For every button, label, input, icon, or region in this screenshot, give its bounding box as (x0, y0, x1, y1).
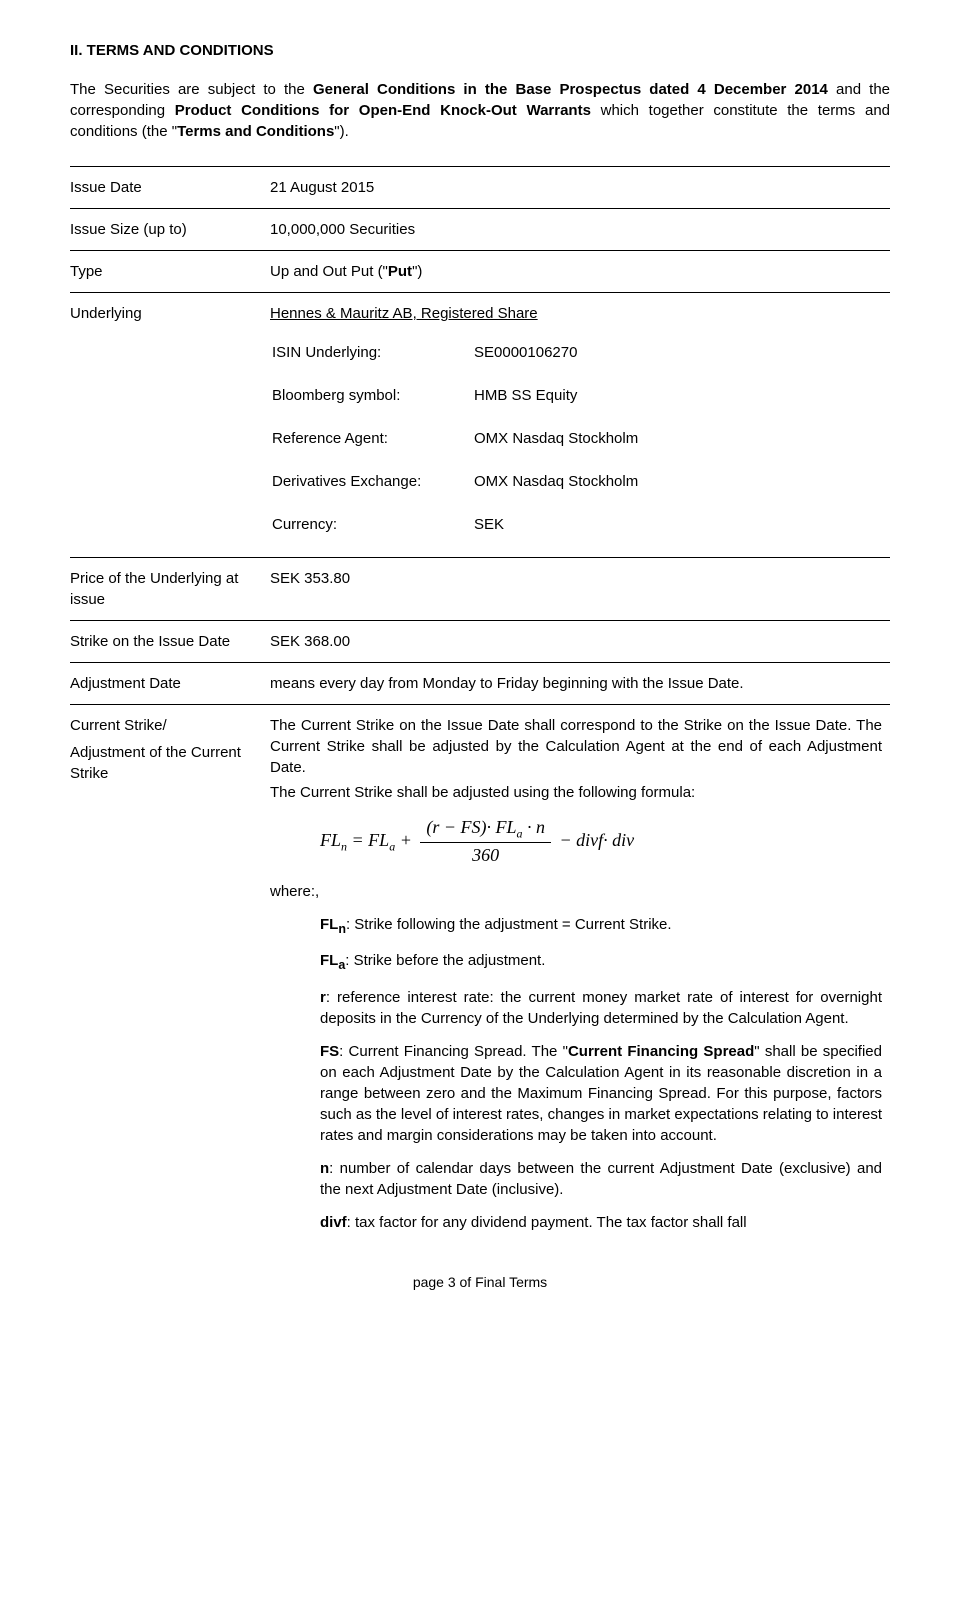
underlying-heading: Hennes & Mauritz AB, Registered Share (270, 303, 882, 324)
def-text: : Current Financing Spread. The " (339, 1043, 568, 1060)
table-row: Type Up and Out Put ("Put") (70, 251, 890, 293)
row-value: 10,000,000 Securities (270, 209, 890, 251)
intro-paragraph: The Securities are subject to the Genera… (70, 79, 890, 142)
sub-key: Currency: (272, 504, 472, 545)
f-rhs1: FL (368, 830, 389, 850)
def-text: : Strike before the adjustment. (345, 952, 545, 969)
def-divf: divf: tax factor for any dividend paymen… (320, 1212, 882, 1233)
row-label: Strike on the Issue Date (70, 621, 270, 663)
row-label: Current Strike/ Adjustment of the Curren… (70, 705, 270, 1243)
row-value: The Current Strike on the Issue Date sha… (270, 705, 890, 1243)
def-text: : number of calendar days between the cu… (320, 1160, 882, 1198)
type-text: Up and Out Put (" (270, 263, 388, 280)
intro-bold-1: General Conditions in the Base Prospectu… (313, 81, 828, 98)
row-label: Issue Date (70, 167, 270, 209)
row-label: Underlying (70, 293, 270, 558)
def-text: : Strike following the adjustment = Curr… (346, 916, 672, 933)
def-n: n: number of calendar days between the c… (320, 1158, 882, 1200)
row-value: 21 August 2015 (270, 167, 890, 209)
formula: FLn = FLa + (r − FS)· FLa · n360 − divf·… (320, 815, 882, 869)
table-row: Current Strike/ Adjustment of the Curren… (70, 705, 890, 1243)
f-frac: (r − FS)· FLa · n360 (420, 815, 551, 869)
row-value: Up and Out Put ("Put") (270, 251, 890, 293)
intro-bold-2: Product Conditions for Open-End Knock-Ou… (175, 102, 591, 119)
underlying-subtable: ISIN Underlying:SE0000106270 Bloomberg s… (270, 330, 648, 547)
def-b: FL (320, 916, 338, 933)
row-label: Type (70, 251, 270, 293)
row-label: Issue Size (up to) (70, 209, 270, 251)
page-footer: page 3 of Final Terms (70, 1273, 890, 1293)
f-tail: divf· div (576, 830, 634, 850)
def-fla: FLa: Strike before the adjustment. (320, 950, 882, 975)
table-row: Price of the Underlying at issue SEK 353… (70, 558, 890, 621)
sub-val: SE0000106270 (474, 332, 646, 373)
strike-para-1: The Current Strike on the Issue Date sha… (270, 715, 882, 778)
strike-para-2: The Current Strike shall be adjusted usi… (270, 782, 882, 803)
f-num-a: (r − FS) (426, 817, 486, 837)
sub-key: Bloomberg symbol: (272, 375, 472, 416)
list-item: Derivatives Exchange:OMX Nasdaq Stockhol… (272, 461, 646, 502)
label-line-2: Adjustment of the Current Strike (70, 742, 250, 784)
list-item: Reference Agent:OMX Nasdaq Stockholm (272, 418, 646, 459)
row-value: SEK 368.00 (270, 621, 890, 663)
def-b: FS (320, 1043, 339, 1060)
list-item: Currency:SEK (272, 504, 646, 545)
f-den: 360 (420, 843, 551, 868)
sub-key: Reference Agent: (272, 418, 472, 459)
row-label: Adjustment Date (70, 663, 270, 705)
definitions: FL n : Strike following the adjustment = C… (320, 914, 882, 1233)
list-item: ISIN Underlying:SE0000106270 (272, 332, 646, 373)
table-row: Issue Date 21 August 2015 (70, 167, 890, 209)
row-value: SEK 353.80 (270, 558, 890, 621)
sub-val: OMX Nasdaq Stockholm (474, 461, 646, 502)
intro-text: "). (334, 123, 349, 140)
row-label: Price of the Underlying at issue (70, 558, 270, 621)
row-value: Hennes & Mauritz AB, Registered Share IS… (270, 293, 890, 558)
def-text: : reference interest rate: the current m… (320, 989, 882, 1027)
table-row: Adjustment Date means every day from Mon… (70, 663, 890, 705)
f-num-c: · n (523, 817, 546, 837)
label-line-1: Current Strike/ (70, 715, 250, 736)
def-text: : tax factor for any dividend payment. T… (347, 1214, 747, 1231)
type-bold: Put (388, 263, 412, 280)
f-eq: = (347, 830, 368, 850)
sub-key: Derivatives Exchange: (272, 461, 472, 502)
where-label: where:, (270, 881, 882, 902)
section-title: II. TERMS AND CONDITIONS (70, 40, 890, 61)
def-fln: FLn: Strike following the adjustment = C… (320, 914, 882, 939)
f-lhs: FL (320, 830, 341, 850)
table-row: Strike on the Issue Date SEK 368.00 (70, 621, 890, 663)
table-row: Issue Size (up to) 10,000,000 Securities (70, 209, 890, 251)
sub-val: OMX Nasdaq Stockholm (474, 418, 646, 459)
def-fs: FS: Current Financing Spread. The "Curre… (320, 1041, 882, 1146)
f-plus: + (395, 830, 416, 850)
def-b: n (320, 1160, 329, 1177)
def-b: divf (320, 1214, 347, 1231)
sub-val: HMB SS Equity (474, 375, 646, 416)
sub-val: SEK (474, 504, 646, 545)
f-num-b: · FL (486, 817, 516, 837)
def-r: r: reference interest rate: the current … (320, 987, 882, 1029)
def-b: FL (320, 952, 338, 969)
f-minus: − (555, 830, 576, 850)
intro-bold-3: Terms and Conditions (177, 123, 334, 140)
list-item: Bloomberg symbol:HMB SS Equity (272, 375, 646, 416)
sub-key: ISIN Underlying: (272, 332, 472, 373)
def-b: Current Financing Spread (568, 1043, 754, 1060)
terms-table: Issue Date 21 August 2015 Issue Size (up… (70, 166, 890, 1243)
table-row: Underlying Hennes & Mauritz AB, Register… (70, 293, 890, 558)
type-text: ") (412, 263, 422, 280)
row-value: means every day from Monday to Friday be… (270, 663, 890, 705)
intro-text: The Securities are subject to the (70, 81, 313, 98)
